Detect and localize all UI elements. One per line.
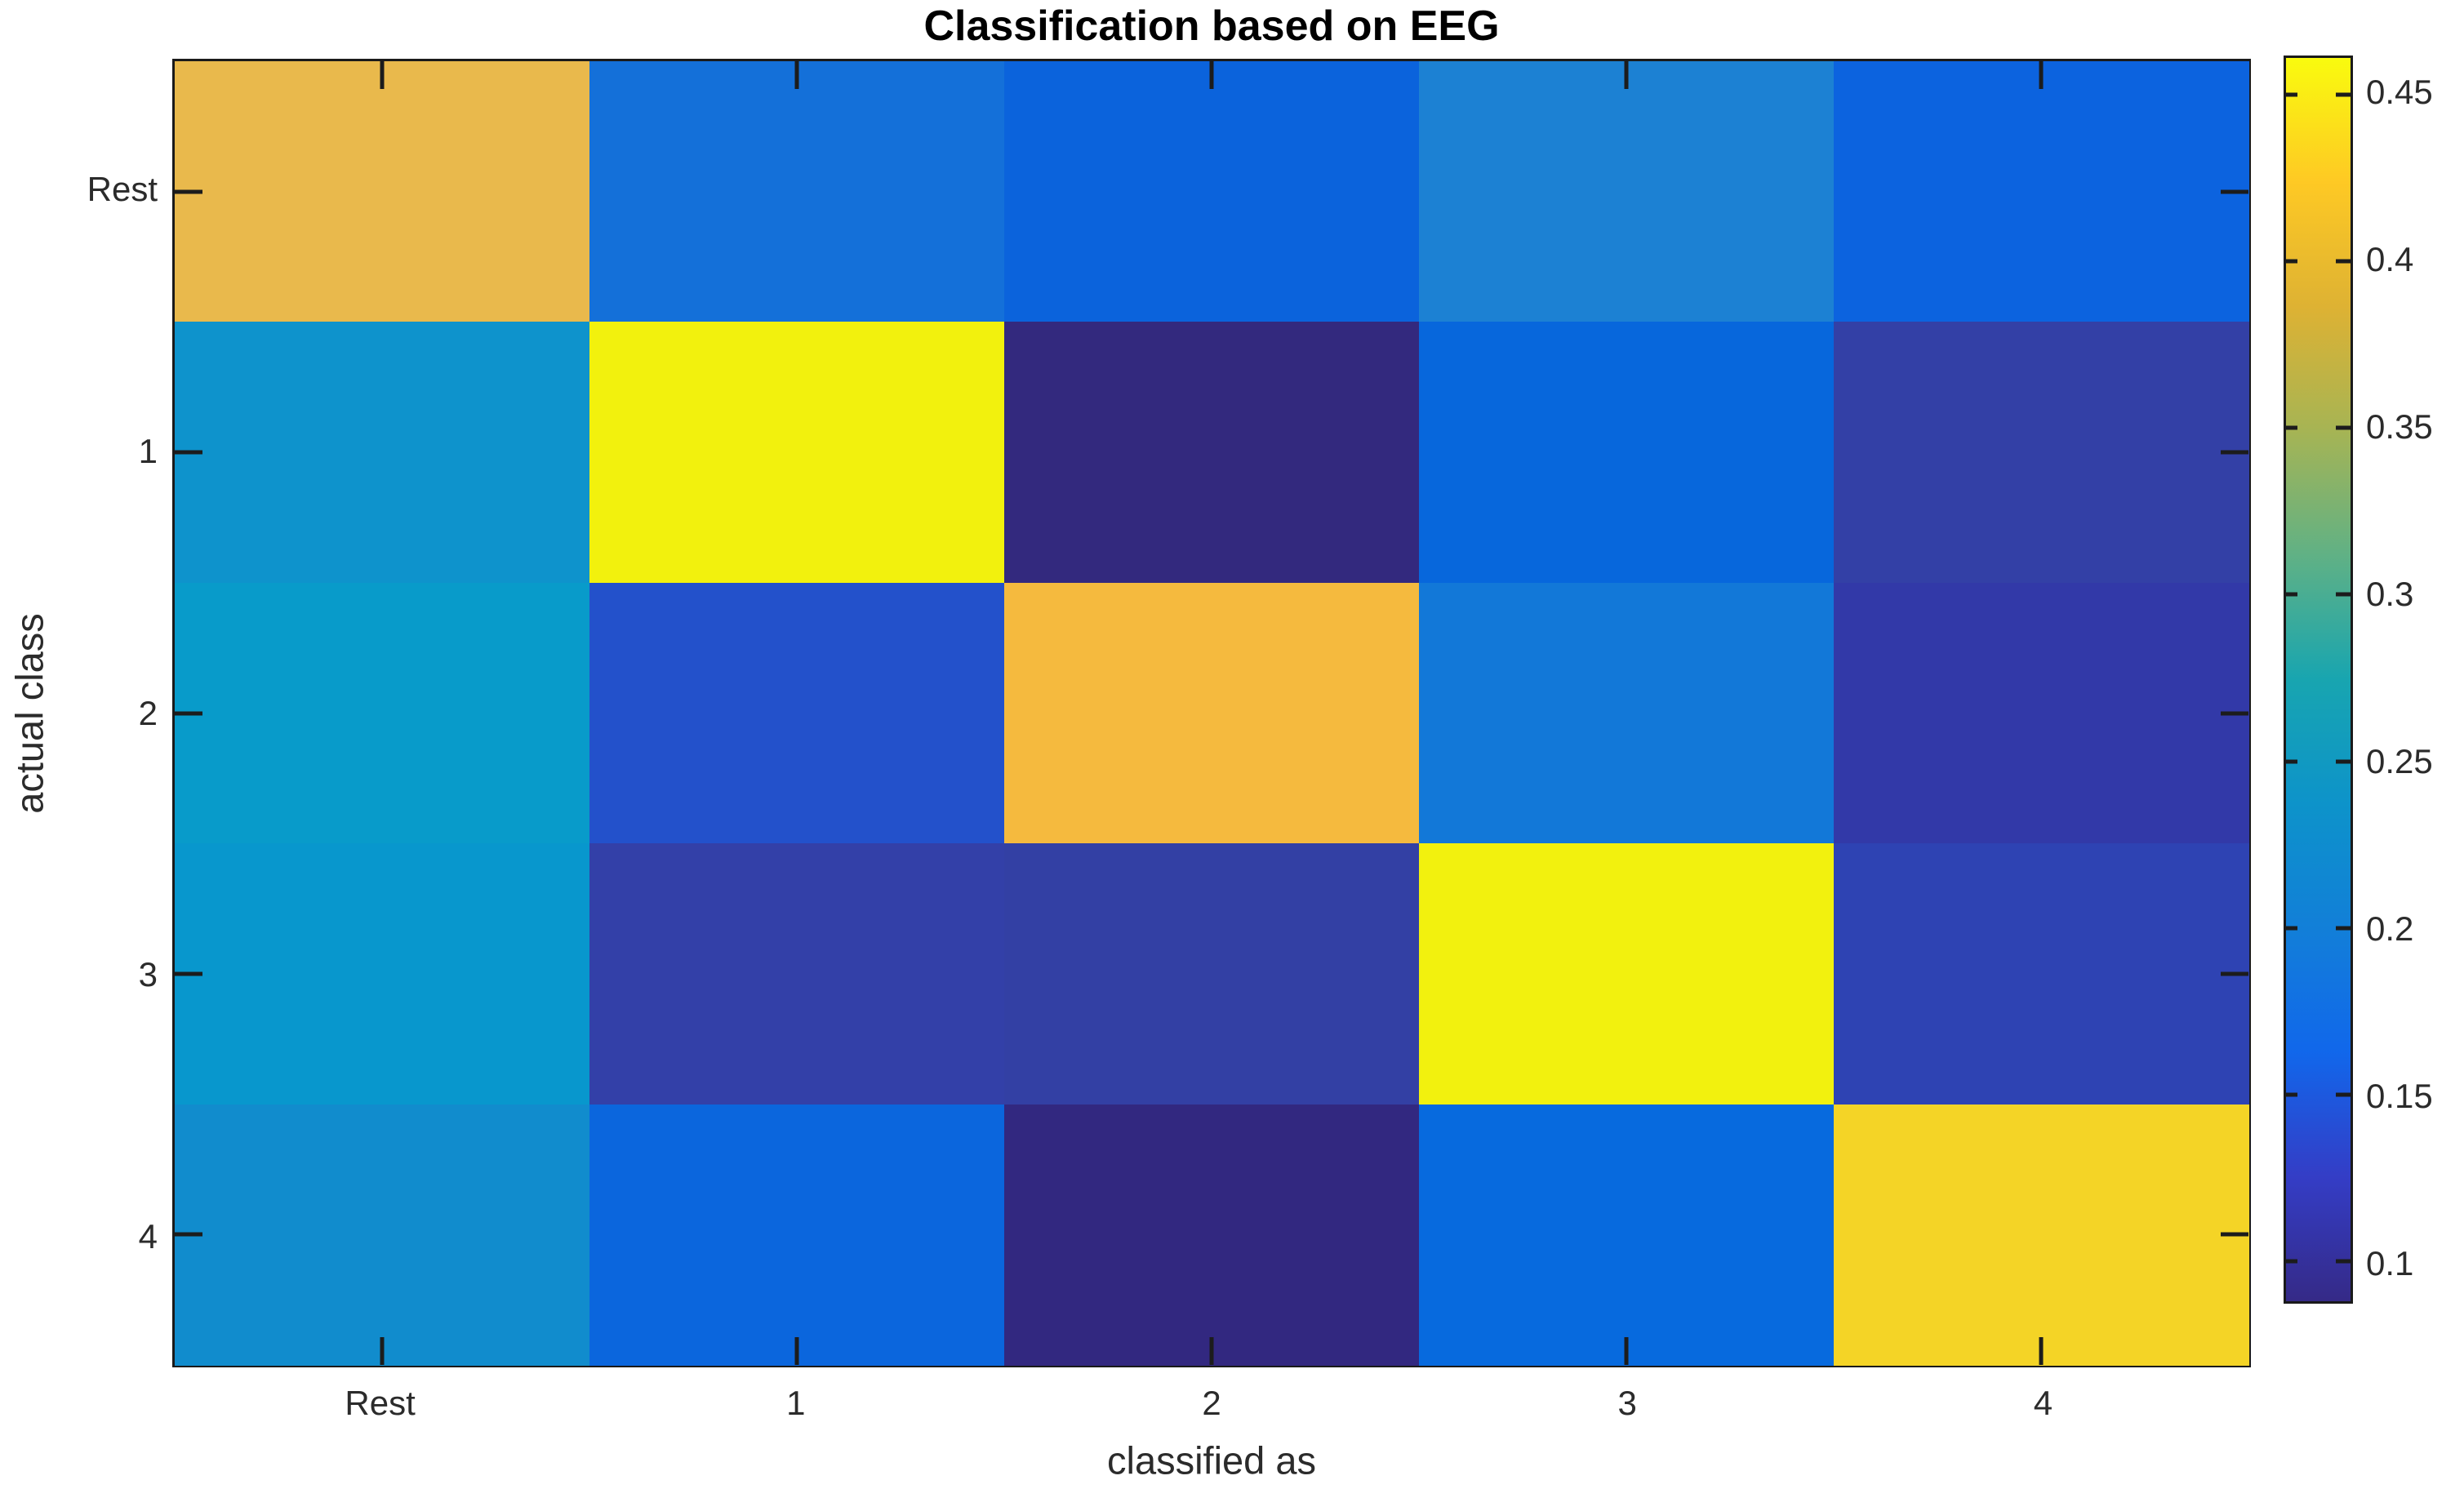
- axis-tick-mark: [2221, 189, 2248, 194]
- colorbar-tick-mark: [2336, 92, 2351, 97]
- axis-tick-mark: [2221, 711, 2248, 715]
- colorbar-tick-label-0.3: 0.3: [2366, 574, 2414, 613]
- colorbar-tick-label-0.35: 0.35: [2366, 407, 2433, 446]
- heatmap-cell-2-Rest: [175, 582, 590, 845]
- heatmap-cell-Rest-1: [589, 61, 1005, 323]
- axis-tick-mark: [2221, 450, 2248, 455]
- axis-tick-mark: [1624, 61, 1629, 89]
- heatmap-cell-Rest-Rest: [175, 61, 590, 323]
- y-tick-label-1: 1: [138, 431, 158, 470]
- colorbar-tick-mark: [2336, 1092, 2351, 1097]
- heatmap-cell-3-Rest: [175, 843, 590, 1105]
- axis-tick-mark: [1209, 1337, 1214, 1365]
- heatmap-cell-1-4: [1834, 322, 2249, 584]
- heatmap-cell-4-3: [1419, 1104, 1835, 1366]
- colorbar-tick-mark: [2286, 1092, 2297, 1097]
- heatmap-cell-2-2: [1004, 582, 1420, 845]
- heatmap-grid: [175, 61, 2249, 1366]
- colorbar-tick-mark: [2286, 1259, 2297, 1264]
- colorbar-tick-label-0.1: 0.1: [2366, 1243, 2414, 1282]
- colorbar-tick-mark: [2336, 259, 2351, 264]
- axis-tick-mark: [2039, 1337, 2044, 1365]
- heatmap-cell-4-2: [1004, 1104, 1420, 1366]
- colorbar-tick-label-0.45: 0.45: [2366, 73, 2433, 112]
- heatmap-cell-3-1: [589, 843, 1005, 1105]
- y-tick-label-2: 2: [138, 693, 158, 732]
- heatmap-cell-3-4: [1834, 843, 2249, 1105]
- colorbar-tick-mark: [2286, 259, 2297, 264]
- colorbar-tick-mark: [2286, 759, 2297, 764]
- colorbar-tick-mark: [2336, 592, 2351, 597]
- x-tick-label-3: 3: [1617, 1384, 1637, 1422]
- colorbar-tick-mark: [2336, 759, 2351, 764]
- heatmap-cell-Rest-2: [1004, 61, 1420, 323]
- heatmap-cell-3-2: [1004, 843, 1420, 1105]
- colorbar: [2284, 56, 2353, 1304]
- x-tick-label-2: 2: [1202, 1384, 1221, 1422]
- heatmap-cell-Rest-3: [1419, 61, 1835, 323]
- axis-tick-mark: [380, 61, 385, 89]
- axis-tick-mark: [1624, 1337, 1629, 1365]
- y-tick-label-4: 4: [138, 1216, 158, 1256]
- heatmap-cell-1-2: [1004, 322, 1420, 584]
- colorbar-tick-label-0.2: 0.2: [2366, 909, 2414, 948]
- y-tick-label-3: 3: [138, 955, 158, 994]
- heatmap-cell-1-1: [589, 322, 1005, 584]
- colorbar-tick-mark: [2336, 425, 2351, 430]
- colorbar-tick-label-0.4: 0.4: [2366, 240, 2414, 279]
- colorbar-tick-label-0.15: 0.15: [2366, 1076, 2433, 1115]
- heatmap-cell-1-Rest: [175, 322, 590, 584]
- heatmap-cell-Rest-4: [1834, 61, 2249, 323]
- heatmap-cell-2-3: [1419, 582, 1835, 845]
- colorbar-tick-mark: [2286, 92, 2297, 97]
- y-tick-label-Rest: Rest: [87, 170, 158, 209]
- axis-tick-mark: [175, 711, 202, 715]
- colorbar-tick-mark: [2336, 926, 2351, 931]
- axis-tick-mark: [794, 61, 799, 89]
- axis-tick-mark: [380, 1337, 385, 1365]
- axis-tick-mark: [2039, 61, 2044, 89]
- colorbar-tick-mark: [2286, 926, 2297, 931]
- heatmap-cell-3-3: [1419, 843, 1835, 1105]
- chart-title: Classification based on EEG: [923, 2, 1500, 50]
- colorbar-tick-mark: [2336, 1259, 2351, 1264]
- x-axis-label: classified as: [1107, 1438, 1316, 1482]
- heatmap-cell-4-Rest: [175, 1104, 590, 1366]
- axis-tick-mark: [794, 1337, 799, 1365]
- axis-tick-mark: [2221, 1232, 2248, 1237]
- colorbar-tick-mark: [2286, 592, 2297, 597]
- axis-tick-mark: [175, 971, 202, 976]
- axis-tick-mark: [2221, 971, 2248, 976]
- axis-tick-mark: [1209, 61, 1214, 89]
- heatmap-cell-2-4: [1834, 582, 2249, 845]
- heatmap-cell-4-4: [1834, 1104, 2249, 1366]
- x-tick-label-4: 4: [2033, 1384, 2053, 1422]
- heatmap-cell-2-1: [589, 582, 1005, 845]
- axis-tick-mark: [175, 1232, 202, 1237]
- colorbar-tick-label-0.25: 0.25: [2366, 741, 2433, 780]
- heatmap-cell-1-3: [1419, 322, 1835, 584]
- axis-tick-mark: [175, 450, 202, 455]
- x-tick-label-1: 1: [786, 1384, 806, 1422]
- heatmap-plot: [172, 59, 2251, 1367]
- heatmap-cell-4-1: [589, 1104, 1005, 1366]
- axis-tick-mark: [175, 189, 202, 194]
- x-tick-label-Rest: Rest: [345, 1384, 416, 1422]
- colorbar-tick-mark: [2286, 425, 2297, 430]
